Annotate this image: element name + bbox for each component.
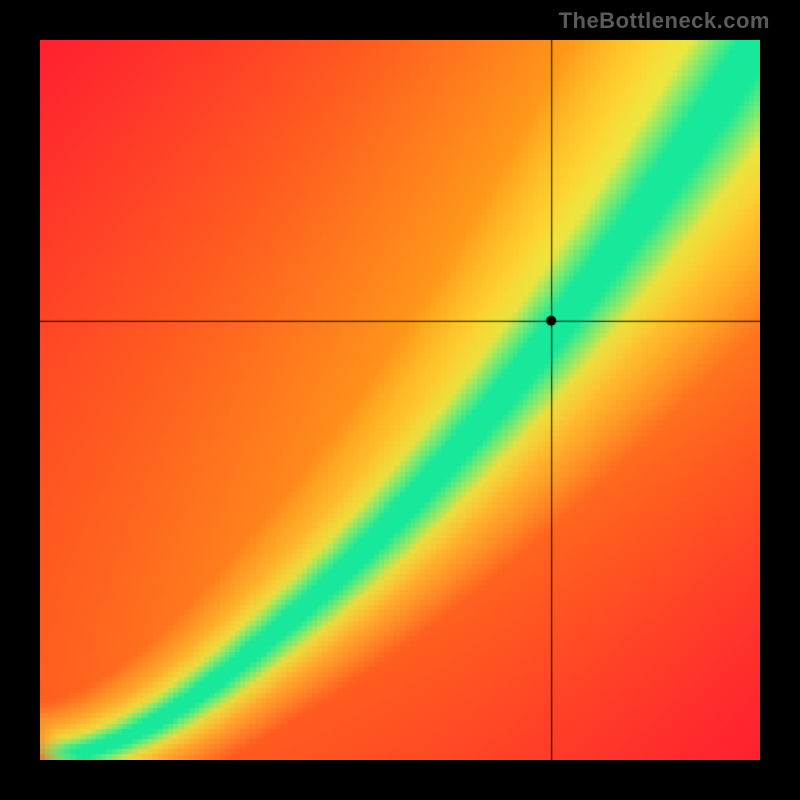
bottleneck-heatmap	[40, 40, 760, 760]
watermark-text: TheBottleneck.com	[559, 8, 770, 34]
